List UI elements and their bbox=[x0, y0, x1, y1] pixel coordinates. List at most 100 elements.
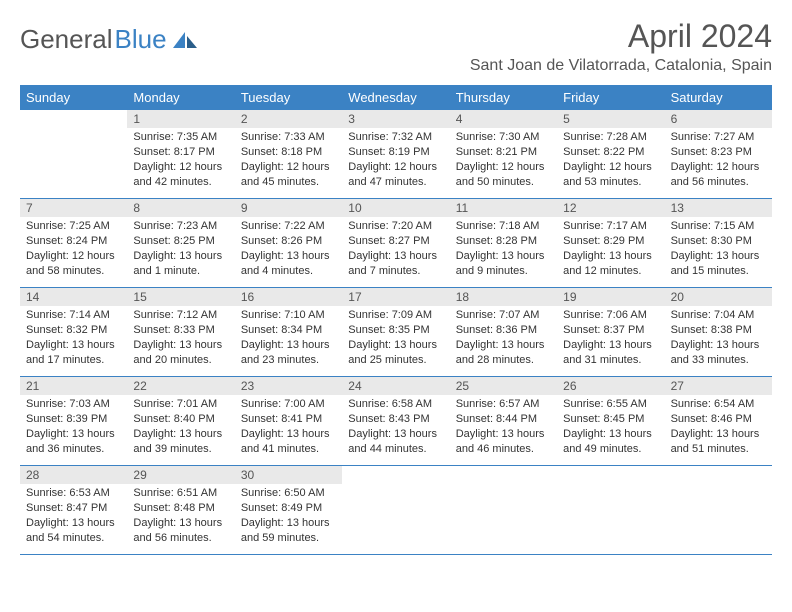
sunset-line: Sunset: 8:24 PM bbox=[26, 234, 121, 249]
day-cell: 6Sunrise: 7:27 AMSunset: 8:23 PMDaylight… bbox=[665, 110, 772, 198]
sunrise-line: Sunrise: 7:33 AM bbox=[241, 130, 336, 145]
day-number: 21 bbox=[20, 377, 127, 395]
day-cell: 3Sunrise: 7:32 AMSunset: 8:19 PMDaylight… bbox=[342, 110, 449, 198]
sunrise-line: Sunrise: 6:50 AM bbox=[241, 486, 336, 501]
day-details: Sunrise: 7:30 AMSunset: 8:21 PMDaylight:… bbox=[450, 128, 557, 195]
day-cell: 29Sunrise: 6:51 AMSunset: 8:48 PMDayligh… bbox=[127, 466, 234, 554]
weekday-label: Friday bbox=[557, 85, 664, 110]
daylight-line: Daylight: 13 hours and 51 minutes. bbox=[671, 427, 766, 457]
daylight-line: Daylight: 13 hours and 31 minutes. bbox=[563, 338, 658, 368]
daylight-line: Daylight: 13 hours and 23 minutes. bbox=[241, 338, 336, 368]
day-number: 11 bbox=[450, 199, 557, 217]
day-number: 24 bbox=[342, 377, 449, 395]
day-cell: 26Sunrise: 6:55 AMSunset: 8:45 PMDayligh… bbox=[557, 377, 664, 465]
sunset-line: Sunset: 8:36 PM bbox=[456, 323, 551, 338]
sunset-line: Sunset: 8:46 PM bbox=[671, 412, 766, 427]
day-cell: 2Sunrise: 7:33 AMSunset: 8:18 PMDaylight… bbox=[235, 110, 342, 198]
sunset-line: Sunset: 8:18 PM bbox=[241, 145, 336, 160]
day-details: Sunrise: 7:23 AMSunset: 8:25 PMDaylight:… bbox=[127, 217, 234, 284]
sunset-line: Sunset: 8:38 PM bbox=[671, 323, 766, 338]
sunset-line: Sunset: 8:44 PM bbox=[456, 412, 551, 427]
week-row: 1Sunrise: 7:35 AMSunset: 8:17 PMDaylight… bbox=[20, 110, 772, 199]
sunrise-line: Sunrise: 7:17 AM bbox=[563, 219, 658, 234]
daylight-line: Daylight: 13 hours and 56 minutes. bbox=[133, 516, 228, 546]
day-details: Sunrise: 6:50 AMSunset: 8:49 PMDaylight:… bbox=[235, 484, 342, 551]
day-cell: 1Sunrise: 7:35 AMSunset: 8:17 PMDaylight… bbox=[127, 110, 234, 198]
month-title: April 2024 bbox=[470, 18, 772, 55]
sunrise-line: Sunrise: 7:03 AM bbox=[26, 397, 121, 412]
sunrise-line: Sunrise: 7:07 AM bbox=[456, 308, 551, 323]
sunrise-line: Sunrise: 7:28 AM bbox=[563, 130, 658, 145]
daylight-line: Daylight: 13 hours and 46 minutes. bbox=[456, 427, 551, 457]
day-number: 3 bbox=[342, 110, 449, 128]
day-number: 19 bbox=[557, 288, 664, 306]
day-details: Sunrise: 7:00 AMSunset: 8:41 PMDaylight:… bbox=[235, 395, 342, 462]
sunrise-line: Sunrise: 6:58 AM bbox=[348, 397, 443, 412]
sunset-line: Sunset: 8:47 PM bbox=[26, 501, 121, 516]
week-row: 21Sunrise: 7:03 AMSunset: 8:39 PMDayligh… bbox=[20, 377, 772, 466]
day-number: 15 bbox=[127, 288, 234, 306]
daylight-line: Daylight: 13 hours and 44 minutes. bbox=[348, 427, 443, 457]
week-row: 14Sunrise: 7:14 AMSunset: 8:32 PMDayligh… bbox=[20, 288, 772, 377]
weekday-label: Wednesday bbox=[342, 85, 449, 110]
daylight-line: Daylight: 13 hours and 4 minutes. bbox=[241, 249, 336, 279]
daylight-line: Daylight: 12 hours and 47 minutes. bbox=[348, 160, 443, 190]
empty-cell bbox=[450, 466, 557, 554]
day-cell: 16Sunrise: 7:10 AMSunset: 8:34 PMDayligh… bbox=[235, 288, 342, 376]
day-details: Sunrise: 7:28 AMSunset: 8:22 PMDaylight:… bbox=[557, 128, 664, 195]
empty-cell bbox=[665, 466, 772, 554]
day-details: Sunrise: 7:18 AMSunset: 8:28 PMDaylight:… bbox=[450, 217, 557, 284]
sunrise-line: Sunrise: 6:53 AM bbox=[26, 486, 121, 501]
day-cell: 20Sunrise: 7:04 AMSunset: 8:38 PMDayligh… bbox=[665, 288, 772, 376]
daylight-line: Daylight: 13 hours and 12 minutes. bbox=[563, 249, 658, 279]
day-details: Sunrise: 7:32 AMSunset: 8:19 PMDaylight:… bbox=[342, 128, 449, 195]
sunset-line: Sunset: 8:29 PM bbox=[563, 234, 658, 249]
sunset-line: Sunset: 8:32 PM bbox=[26, 323, 121, 338]
day-details: Sunrise: 6:51 AMSunset: 8:48 PMDaylight:… bbox=[127, 484, 234, 551]
daylight-line: Daylight: 13 hours and 17 minutes. bbox=[26, 338, 121, 368]
day-number: 28 bbox=[20, 466, 127, 484]
day-number: 4 bbox=[450, 110, 557, 128]
daylight-line: Daylight: 13 hours and 36 minutes. bbox=[26, 427, 121, 457]
daylight-line: Daylight: 13 hours and 54 minutes. bbox=[26, 516, 121, 546]
day-number: 25 bbox=[450, 377, 557, 395]
day-cell: 23Sunrise: 7:00 AMSunset: 8:41 PMDayligh… bbox=[235, 377, 342, 465]
day-number: 18 bbox=[450, 288, 557, 306]
sunset-line: Sunset: 8:48 PM bbox=[133, 501, 228, 516]
sunset-line: Sunset: 8:45 PM bbox=[563, 412, 658, 427]
daylight-line: Daylight: 12 hours and 45 minutes. bbox=[241, 160, 336, 190]
day-number: 30 bbox=[235, 466, 342, 484]
daylight-line: Daylight: 13 hours and 41 minutes. bbox=[241, 427, 336, 457]
sunrise-line: Sunrise: 7:04 AM bbox=[671, 308, 766, 323]
day-details: Sunrise: 7:27 AMSunset: 8:23 PMDaylight:… bbox=[665, 128, 772, 195]
sunrise-line: Sunrise: 7:06 AM bbox=[563, 308, 658, 323]
day-number: 14 bbox=[20, 288, 127, 306]
day-cell: 30Sunrise: 6:50 AMSunset: 8:49 PMDayligh… bbox=[235, 466, 342, 554]
day-details: Sunrise: 7:25 AMSunset: 8:24 PMDaylight:… bbox=[20, 217, 127, 284]
sunset-line: Sunset: 8:27 PM bbox=[348, 234, 443, 249]
sunset-line: Sunset: 8:19 PM bbox=[348, 145, 443, 160]
day-details: Sunrise: 7:35 AMSunset: 8:17 PMDaylight:… bbox=[127, 128, 234, 195]
weekday-label: Monday bbox=[127, 85, 234, 110]
daylight-line: Daylight: 13 hours and 1 minute. bbox=[133, 249, 228, 279]
day-details: Sunrise: 6:57 AMSunset: 8:44 PMDaylight:… bbox=[450, 395, 557, 462]
weekday-label: Thursday bbox=[450, 85, 557, 110]
day-number: 9 bbox=[235, 199, 342, 217]
sunset-line: Sunset: 8:37 PM bbox=[563, 323, 658, 338]
location: Sant Joan de Vilatorrada, Catalonia, Spa… bbox=[470, 57, 772, 75]
daylight-line: Daylight: 13 hours and 59 minutes. bbox=[241, 516, 336, 546]
day-cell: 21Sunrise: 7:03 AMSunset: 8:39 PMDayligh… bbox=[20, 377, 127, 465]
sunset-line: Sunset: 8:49 PM bbox=[241, 501, 336, 516]
sunrise-line: Sunrise: 7:30 AM bbox=[456, 130, 551, 145]
calendar: SundayMondayTuesdayWednesdayThursdayFrid… bbox=[20, 85, 772, 555]
sunset-line: Sunset: 8:25 PM bbox=[133, 234, 228, 249]
day-number: 16 bbox=[235, 288, 342, 306]
day-cell: 15Sunrise: 7:12 AMSunset: 8:33 PMDayligh… bbox=[127, 288, 234, 376]
daylight-line: Daylight: 12 hours and 53 minutes. bbox=[563, 160, 658, 190]
sunrise-line: Sunrise: 7:22 AM bbox=[241, 219, 336, 234]
logo: GeneralBlue bbox=[20, 24, 199, 55]
day-cell: 8Sunrise: 7:23 AMSunset: 8:25 PMDaylight… bbox=[127, 199, 234, 287]
day-number bbox=[20, 110, 127, 128]
day-details: Sunrise: 7:14 AMSunset: 8:32 PMDaylight:… bbox=[20, 306, 127, 373]
day-cell: 14Sunrise: 7:14 AMSunset: 8:32 PMDayligh… bbox=[20, 288, 127, 376]
